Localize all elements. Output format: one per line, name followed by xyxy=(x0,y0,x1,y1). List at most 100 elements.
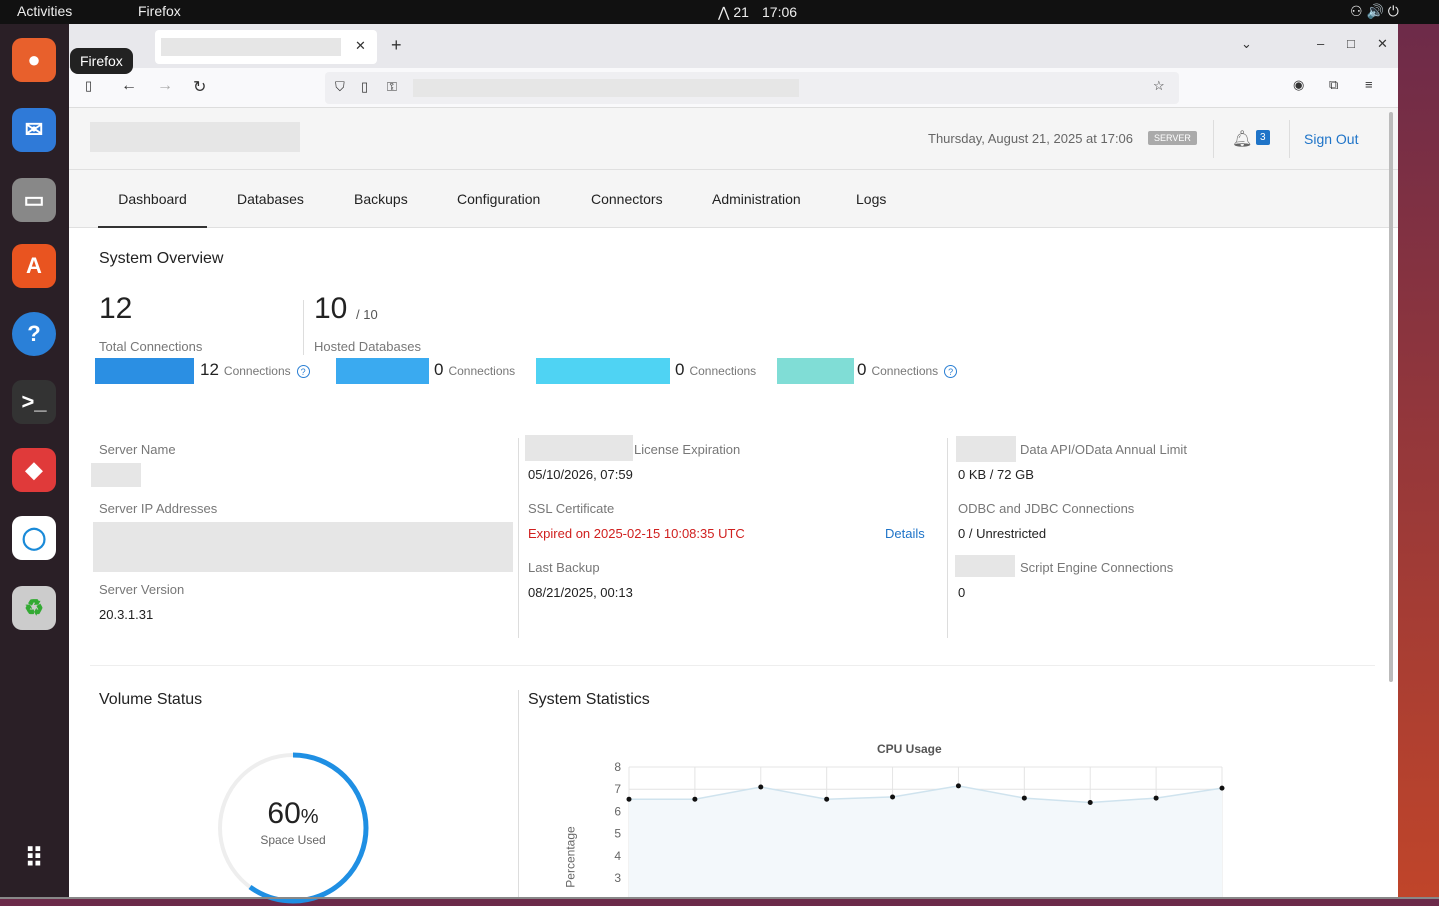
browser-tab[interactable]: ✕ xyxy=(155,30,377,64)
script-engine-value: 0 xyxy=(958,585,966,600)
sidebar-icon[interactable]: ▯ xyxy=(85,78,93,93)
tab-list-icon[interactable]: ⌄ xyxy=(1241,36,1252,51)
app-header: Thursday, August 21, 2025 at 17:06 SERVE… xyxy=(69,108,1398,170)
server-datetime: Thursday, August 21, 2025 at 17:06 xyxy=(928,131,1134,146)
server-version-value: 20.3.1.31 xyxy=(99,607,154,622)
data-point xyxy=(890,794,896,800)
tab-backups[interactable]: Backups xyxy=(354,191,408,207)
notification-count[interactable]: 3 xyxy=(1256,130,1270,145)
cpu-usage-chart: 3 4 5 6 7 8 xyxy=(614,760,1225,899)
close-tab-icon[interactable]: ✕ xyxy=(355,38,366,53)
active-app-label[interactable]: Firefox xyxy=(138,3,181,19)
logo-redacted xyxy=(90,122,300,152)
hosted-databases-max: / 10 xyxy=(356,307,378,322)
maximize-icon[interactable]: □ xyxy=(1347,36,1355,51)
menu-icon[interactable]: ≡ xyxy=(1365,77,1373,92)
page-icon[interactable]: ▯ xyxy=(361,79,369,94)
forward-icon[interactable]: → xyxy=(157,77,173,94)
y-tick-label: 7 xyxy=(614,782,621,796)
connection-bar-1 xyxy=(95,358,194,384)
server-badge: SERVER xyxy=(1148,131,1197,145)
help-icon[interactable]: ? xyxy=(944,365,958,378)
data-point xyxy=(758,784,764,790)
url-bar[interactable]: ⛉ ▯ ⚿ ☆ xyxy=(325,72,1179,104)
sign-out-link[interactable]: Sign Out xyxy=(1304,131,1359,147)
divider xyxy=(1213,120,1214,158)
app-center-icon[interactable]: A xyxy=(12,244,56,288)
close-window-icon[interactable]: ✕ xyxy=(1377,36,1388,51)
tab-dashboard[interactable]: Dashboard xyxy=(98,170,207,228)
terminal-icon[interactable]: >_ xyxy=(12,380,56,424)
data-point xyxy=(824,796,830,802)
api-limit-label: Data API/OData Annual Limit xyxy=(1020,442,1187,457)
connection-group-2: 0 Connections xyxy=(434,360,516,379)
server-version-label: Server Version xyxy=(99,582,185,597)
tab-title-redacted xyxy=(161,38,341,56)
ssl-label: SSL Certificate xyxy=(528,501,615,516)
account-icon[interactable]: ◉ xyxy=(1293,77,1305,92)
volume-readout: 60% Space Used xyxy=(260,797,326,847)
minimize-icon[interactable]: – xyxy=(1317,36,1325,51)
odbc-value: 0 / Unrestricted xyxy=(958,526,1047,541)
system-top-bar: Activities Firefox ⋀ 21 17:06 ⚇ 🔊 ⏻ xyxy=(0,0,1439,24)
help-icon[interactable]: ? xyxy=(12,312,56,356)
tab-configuration[interactable]: Configuration xyxy=(457,191,541,207)
activities-button[interactable]: Activities xyxy=(17,3,73,19)
system-statistics-title: System Statistics xyxy=(528,691,650,708)
chart-title: CPU Usage xyxy=(877,742,942,756)
script-engine-label: Script Engine Connections xyxy=(1020,560,1174,575)
main-tabs: Dashboard Databases Backups Configuratio… xyxy=(69,170,1398,228)
data-point xyxy=(1087,800,1093,806)
server-name-redacted xyxy=(91,463,141,487)
volume-status-title: Volume Status xyxy=(99,691,203,708)
tab-bar: ✕ + ⌄ – □ ✕ xyxy=(69,24,1398,68)
back-icon[interactable]: ← xyxy=(121,77,137,94)
files-icon[interactable]: ▭ xyxy=(12,178,56,222)
api-limit-value: 0 KB / 72 GB xyxy=(958,467,1034,482)
data-point xyxy=(626,796,632,802)
tab-databases[interactable]: Databases xyxy=(237,191,304,207)
y-tick-label: 6 xyxy=(614,804,621,818)
tab-logs[interactable]: Logs xyxy=(856,191,887,207)
redacted-block xyxy=(525,435,633,461)
tab-administration[interactable]: Administration xyxy=(712,191,801,207)
hosted-databases-label: Hosted Databases xyxy=(314,339,421,354)
system-tray-icons[interactable]: ⚇ 🔊 ⏻ xyxy=(1350,3,1399,19)
system-overview-title: System Overview xyxy=(99,250,224,267)
last-backup-value: 08/21/2025, 00:13 xyxy=(528,585,633,600)
divider xyxy=(1289,120,1290,158)
data-point xyxy=(1219,785,1225,791)
trash-icon[interactable]: ♻ xyxy=(12,586,56,630)
firefox-icon[interactable]: ● xyxy=(12,38,56,82)
tab-connectors[interactable]: Connectors xyxy=(591,191,663,207)
data-point xyxy=(955,783,961,789)
redacted-block xyxy=(955,555,1015,577)
ssl-details-link[interactable]: Details xyxy=(885,526,925,541)
hosted-databases-value: 10 xyxy=(314,292,348,325)
y-tick-label: 3 xyxy=(614,871,621,885)
divider xyxy=(303,300,304,355)
sync-app-icon[interactable]: ◯ xyxy=(12,516,56,560)
license-label: License Expiration xyxy=(634,442,741,457)
thunderbird-icon[interactable]: ✉ xyxy=(12,108,56,152)
chart-ylabel: Percentage xyxy=(563,826,578,888)
total-connections-label: Total Connections xyxy=(99,339,203,354)
reload-icon[interactable]: ↻ xyxy=(193,79,207,96)
show-apps-icon[interactable]: ⠿ xyxy=(24,842,44,873)
workspace-number: 21 xyxy=(733,4,749,20)
clock[interactable]: 17:06 xyxy=(762,4,798,20)
screen-edge xyxy=(0,897,1439,899)
bell-icon[interactable]: 🔔︎ xyxy=(1232,131,1253,148)
new-tab-icon[interactable]: + xyxy=(391,35,402,55)
divider xyxy=(90,665,1375,666)
page-scrollbar[interactable] xyxy=(1389,112,1393,682)
odbc-label: ODBC and JDBC Connections xyxy=(958,501,1135,516)
license-value: 05/10/2026, 07:59 xyxy=(528,467,633,482)
server-ip-redacted xyxy=(93,522,513,572)
shield-icon[interactable]: ⛉ xyxy=(335,79,345,94)
extensions-icon[interactable]: ⧉ xyxy=(1329,77,1339,92)
key-icon[interactable]: ⚿ xyxy=(387,79,397,94)
bookmark-star-icon[interactable]: ☆ xyxy=(1153,78,1165,93)
help-icon[interactable]: ? xyxy=(296,365,310,378)
remote-app-icon[interactable]: ◆ xyxy=(12,448,56,492)
